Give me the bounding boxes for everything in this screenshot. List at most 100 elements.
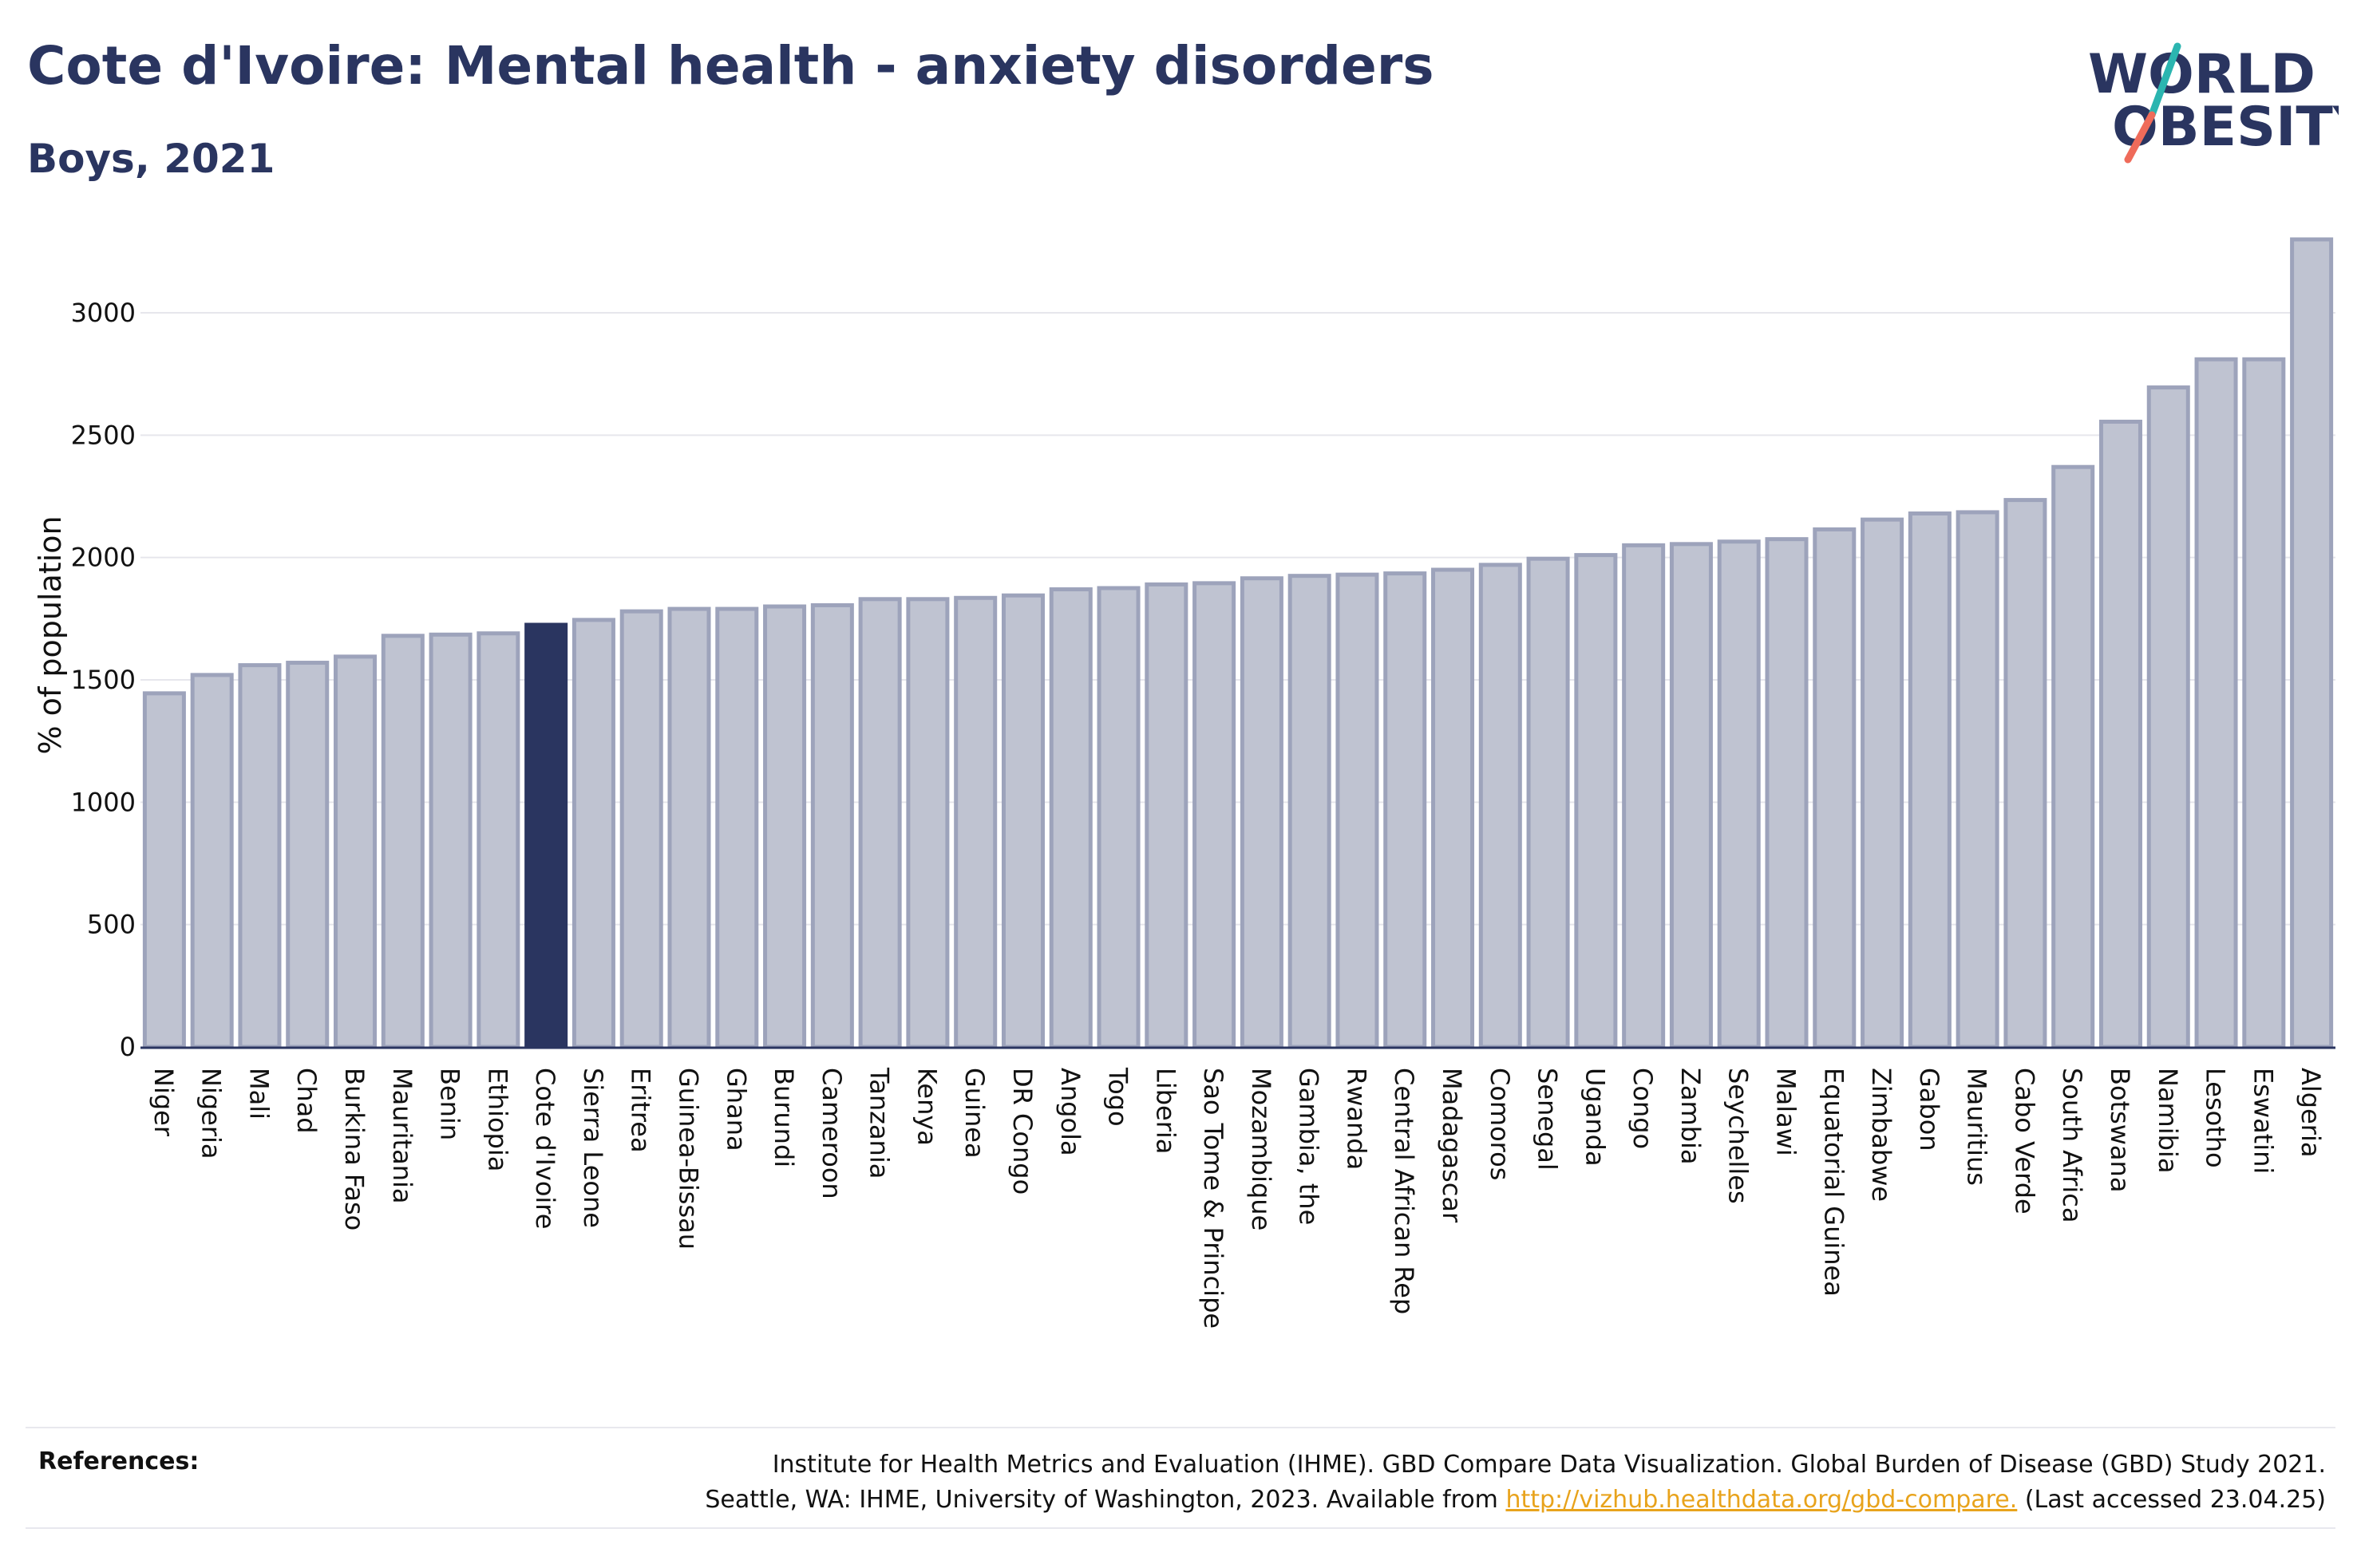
x-axis-tick-labels: Niger Nigeria Mali Chad Burkina Faso Mauritan… bbox=[148, 1067, 2326, 1329]
x-tick-label: Nigeria bbox=[196, 1068, 227, 1159]
x-tick-label: Comoros bbox=[1485, 1068, 1515, 1180]
x-tick-label: Sierra Leone bbox=[578, 1068, 608, 1228]
x-tick-label: Eswatini bbox=[2248, 1068, 2278, 1174]
bar bbox=[1431, 567, 1475, 1049]
bar bbox=[477, 631, 520, 1049]
x-tick-label: Guinea-Bissau bbox=[674, 1068, 704, 1250]
bar bbox=[286, 661, 330, 1049]
bar bbox=[429, 632, 473, 1049]
bar bbox=[571, 618, 615, 1049]
bar bbox=[1335, 572, 1379, 1049]
x-tick-label: Zimbabwe bbox=[1866, 1068, 1896, 1202]
y-axis-title: % of population bbox=[33, 515, 68, 754]
x-tick-label: Sao Tome & Principe bbox=[1198, 1068, 1228, 1329]
bar bbox=[2194, 357, 2238, 1049]
bar bbox=[1813, 527, 1857, 1049]
x-tick-label: DR Congo bbox=[1007, 1068, 1038, 1195]
x-tick-label: Zambia bbox=[1675, 1068, 1706, 1165]
bar bbox=[715, 606, 759, 1049]
x-tick-label: Angola bbox=[1055, 1068, 1086, 1156]
bar bbox=[1287, 574, 1331, 1049]
chart-title: Cote d'Ivoire: Mental health - anxiety d… bbox=[27, 35, 1434, 97]
bar bbox=[190, 673, 234, 1049]
x-tick-label: Gabon bbox=[1914, 1068, 1944, 1151]
x-tick-label: Mauritius bbox=[1962, 1068, 1992, 1186]
x-tick-label: Kenya bbox=[912, 1068, 942, 1146]
y-tick-label: 1500 bbox=[71, 665, 136, 695]
x-tick-label: Togo bbox=[1103, 1067, 1133, 1127]
bar bbox=[1383, 571, 1427, 1049]
y-tick-label: 2000 bbox=[71, 543, 136, 573]
x-tick-label: Madagascar bbox=[1437, 1068, 1467, 1223]
bar bbox=[954, 595, 998, 1049]
world-obesity-logo: WORLD OBESITY bbox=[2088, 42, 2339, 164]
bar bbox=[858, 597, 902, 1049]
x-tick-label: Cameroon bbox=[817, 1068, 847, 1199]
x-tick-label: Seychelles bbox=[1723, 1068, 1754, 1204]
bar bbox=[2242, 357, 2286, 1049]
bar bbox=[1097, 586, 1141, 1049]
bar bbox=[381, 634, 425, 1049]
bar bbox=[763, 604, 807, 1049]
bar bbox=[1908, 511, 1952, 1049]
bar bbox=[1240, 576, 1283, 1049]
x-tick-label: Malawi bbox=[1771, 1068, 1801, 1156]
x-tick-label: Ethiopia bbox=[482, 1068, 512, 1171]
bar bbox=[524, 622, 568, 1049]
bar bbox=[1145, 582, 1188, 1049]
x-tick-label: Ghana bbox=[721, 1068, 751, 1151]
x-tick-label: Eritrea bbox=[626, 1068, 656, 1153]
references-label: References: bbox=[38, 1448, 200, 1475]
x-tick-label: Uganda bbox=[1580, 1068, 1610, 1167]
x-tick-label: Lesotho bbox=[2201, 1068, 2231, 1168]
y-tick-label: 500 bbox=[87, 910, 136, 940]
y-tick-label: 0 bbox=[120, 1032, 136, 1062]
bar bbox=[810, 602, 854, 1049]
bar bbox=[906, 597, 950, 1049]
x-tick-label: Guinea bbox=[959, 1068, 990, 1159]
logo-line-2: OBESITY bbox=[2112, 96, 2339, 159]
reference-link[interactable]: http://vizhub.healthdata.org/gbd-compare… bbox=[1505, 1486, 2018, 1514]
x-tick-label: Liberia bbox=[1150, 1068, 1180, 1154]
bar bbox=[334, 654, 378, 1049]
x-tick-label: Mali bbox=[243, 1068, 274, 1120]
y-tick-label: 3000 bbox=[71, 298, 136, 328]
x-tick-label: Mozambique bbox=[1246, 1068, 1276, 1230]
x-tick-label: Chad bbox=[291, 1068, 322, 1134]
bar bbox=[1526, 556, 1570, 1049]
bar bbox=[1574, 553, 1618, 1049]
x-tick-label: South Africa bbox=[2057, 1068, 2087, 1222]
logo-slash-coral bbox=[2124, 111, 2156, 164]
bar-chart: 0 500 1000 1500 2000 2500 3000 Niger Nigeria Mal… bbox=[33, 237, 2335, 1329]
bar bbox=[2098, 419, 2142, 1049]
bar bbox=[2290, 237, 2334, 1049]
bar bbox=[238, 663, 282, 1049]
x-tick-label: Botswana bbox=[2105, 1068, 2135, 1192]
bar bbox=[142, 691, 186, 1049]
references-text: Institute for Health Metrics and Evaluat… bbox=[705, 1448, 2326, 1518]
x-tick-label: Tanzania bbox=[864, 1067, 895, 1179]
bar bbox=[667, 606, 711, 1049]
bar bbox=[1669, 542, 1713, 1049]
x-tick-label: Niger bbox=[148, 1068, 179, 1137]
chart-subtitle: Boys, 2021 bbox=[27, 136, 275, 182]
x-tick-label: Burundi bbox=[769, 1068, 799, 1167]
bar bbox=[2051, 464, 2095, 1049]
bar bbox=[1049, 587, 1093, 1049]
x-tick-label: Benin bbox=[435, 1068, 465, 1140]
bar bbox=[2146, 385, 2190, 1049]
bar bbox=[1622, 543, 1666, 1049]
x-tick-label: Burkina Faso bbox=[339, 1068, 370, 1230]
x-tick-label: Congo bbox=[1627, 1068, 1658, 1149]
x-tick-label: Algeria bbox=[2296, 1068, 2326, 1157]
x-tick-label: Central African Rep bbox=[1389, 1068, 1419, 1314]
y-tick-label: 1000 bbox=[71, 787, 136, 817]
reference-line-1: Institute for Health Metrics and Evaluat… bbox=[772, 1451, 2326, 1479]
x-tick-label: Cabo Verde bbox=[2009, 1068, 2039, 1215]
bar bbox=[1001, 593, 1045, 1049]
y-axis-tick-labels: 0 500 1000 1500 2000 2500 3000 bbox=[71, 298, 136, 1062]
bar bbox=[619, 609, 663, 1049]
bars bbox=[142, 237, 2334, 1049]
bar bbox=[1192, 581, 1236, 1049]
bar bbox=[1956, 510, 1999, 1049]
